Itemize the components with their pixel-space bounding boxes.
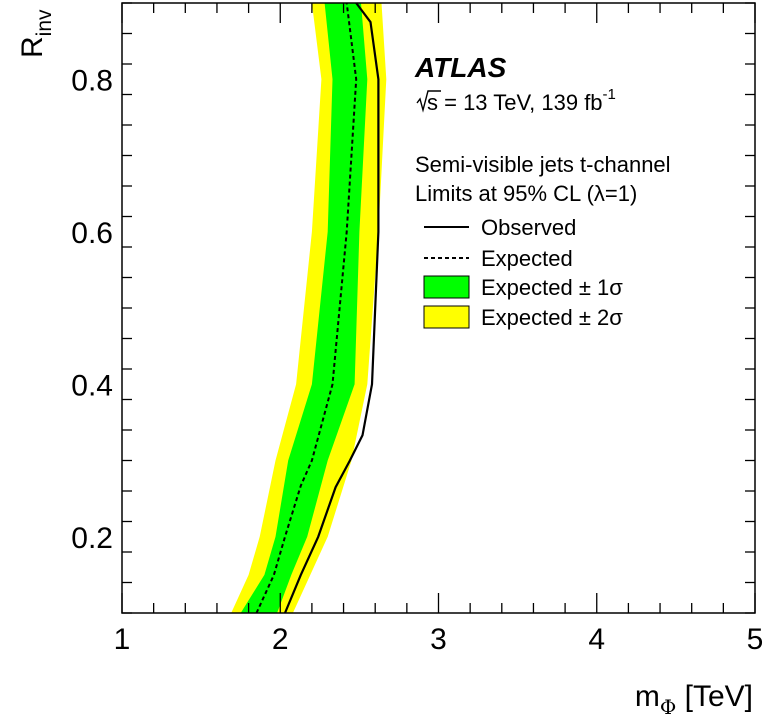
atlas-label: ATLAS <box>414 52 507 83</box>
x-tick-label: 3 <box>430 623 447 656</box>
svg-text:s = 13 TeV, 139 fb-1: s = 13 TeV, 139 fb-1 <box>427 86 616 115</box>
y-axis-title: Rinv <box>16 9 56 58</box>
energy-lumi-label: s = 13 TeV, 139 fb-1 <box>416 86 616 115</box>
legend-expected-label: Expected <box>481 246 573 271</box>
legend-2sigma-label: Expected ± 2σ <box>481 305 623 330</box>
legend: Observed Expected Expected ± 1σ Expected… <box>423 215 623 330</box>
axis-ticks <box>121 2 756 614</box>
expected-limit-line <box>255 2 358 614</box>
y-tick-label: 0.8 <box>71 64 113 97</box>
energy-sqrt-symbol: s <box>427 90 438 115</box>
annotation-line2: Limits at 95% CL (λ=1) <box>415 181 637 206</box>
lumi-superscript: -1 <box>603 86 616 103</box>
legend-2sigma-swatch <box>423 305 470 329</box>
annotation-line1: Semi-visible jets t-channel <box>415 152 671 177</box>
x-tick-label: 5 <box>747 623 764 656</box>
y-tick-label: 0.4 <box>71 369 113 402</box>
y-tick-label: 0.2 <box>71 522 113 555</box>
energy-lumi-text: = 13 TeV, 139 fb <box>438 90 603 115</box>
plot-area <box>231 2 387 614</box>
legend-1sigma-swatch <box>423 275 470 299</box>
x-tick-label: 4 <box>588 623 605 656</box>
axis-tick-labels: 1 2 3 4 5 0.2 0.4 0.6 0.8 <box>71 64 763 656</box>
x-axis-title: mΦ [TeV] <box>635 680 753 719</box>
legend-1sigma-label: Expected ± 1σ <box>481 275 623 300</box>
observed-limit-line <box>283 2 380 614</box>
x-tick-label: 2 <box>272 623 289 656</box>
legend-observed-label: Observed <box>481 215 576 240</box>
y-tick-label: 0.6 <box>71 217 113 250</box>
x-tick-label: 1 <box>114 623 131 656</box>
sqrt-sign <box>416 90 441 113</box>
expected-1sigma-band <box>240 3 368 613</box>
